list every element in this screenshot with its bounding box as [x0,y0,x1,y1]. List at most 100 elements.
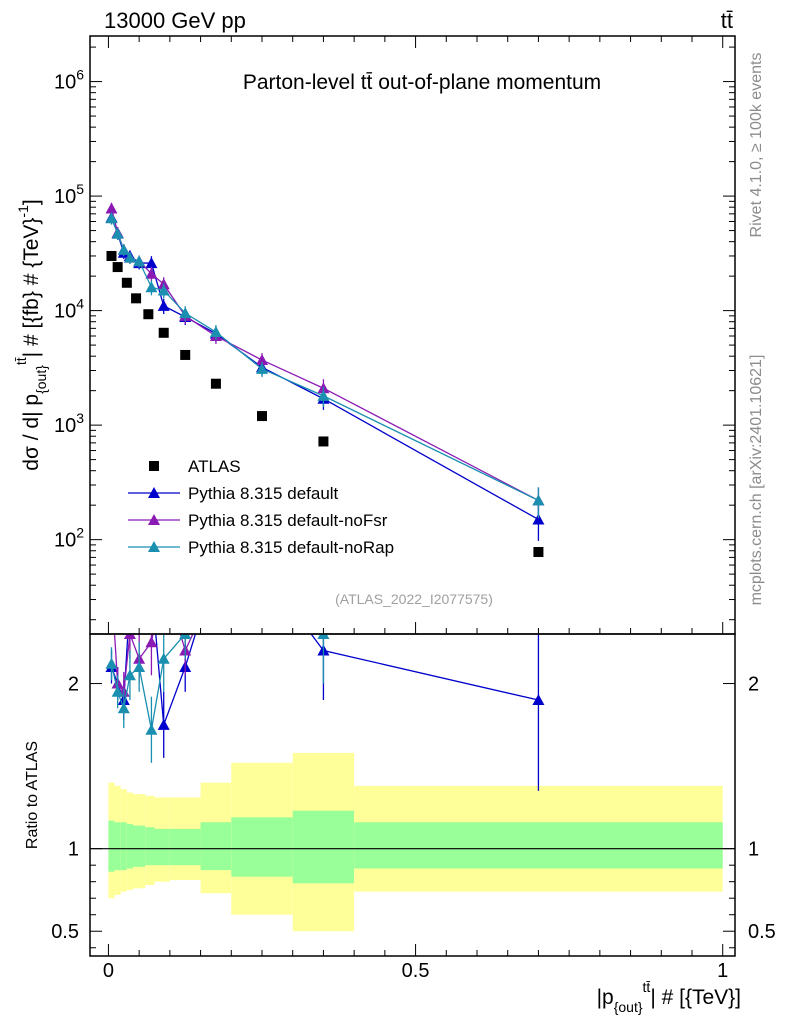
data-point [210,378,221,389]
series-line [110,217,539,521]
ratio-y-tick-label: 1 [68,839,79,861]
data-point [158,327,169,338]
y-tick-label: 102 [54,525,84,552]
legend-marker [148,541,160,552]
uncertainty-band-inner [169,828,201,866]
data-point [256,354,268,366]
ratio-point [106,578,118,589]
ratio-point [133,661,146,673]
data-point [532,494,545,506]
ratio-line [110,634,326,730]
uncertainty-band-inner [120,822,127,871]
y-tick-label: 104 [54,296,84,323]
plot-title: Parton-level tt̄ out-of-plane momentum [243,71,601,94]
uncertainty-band-inner [108,820,115,872]
ratio-y-tick-label-right: 1 [748,839,759,861]
legend-label: Pythia 8.315 default-noRap [188,538,394,557]
ratio-y-axis-label: Ratio to ATLAS [24,741,41,849]
ratio-point [256,578,268,589]
ratio-series-2 [105,578,330,763]
ratio-y-tick-label: 2 [68,674,79,696]
analysis-id: (ATLAS_2022_I2077575) [335,591,493,607]
y-tick-label: 105 [54,181,84,208]
ratio-point [157,718,170,730]
ratio-point [117,702,130,714]
mcplots-label: mcplots.cern.ch [arXiv:2401.10621] [748,355,765,606]
ratio-frame [89,633,736,957]
data-point [180,349,191,360]
ratio-point [123,669,136,681]
legend-marker [148,487,160,498]
data-point [111,227,124,239]
y-tick-label: 103 [54,410,84,437]
uncertainty-band-inner [292,810,355,884]
uncertainty-band-inner [114,822,121,871]
uncertainty-band-inner [133,825,146,867]
ratio-point [317,634,330,639]
ratio-point [111,685,124,697]
main-panel: Parton-level tt̄ out-of-plane momentum (… [13,35,736,635]
uncertainty-band-inner [200,822,232,871]
data-point [209,326,222,338]
data-point [145,281,158,293]
process-label: tt̄ [721,8,733,33]
ratio-point [157,652,170,664]
legend-label: Pythia 8.315 default [188,484,339,503]
data-point [112,262,123,273]
ratio-y-tick-label-right: 2 [748,674,759,696]
ratio-point [145,723,158,735]
legend-label: ATLAS [188,457,241,476]
x-tick-label: 1 [717,960,728,982]
data-point [131,293,142,304]
x-tick-label: 0 [103,960,114,982]
energy-label: 13000 GeV pp [104,8,246,33]
ratio-series-0 [105,562,545,791]
legend-marker [148,514,160,525]
data-point [105,202,118,214]
uncertainty-band-inner [354,822,723,869]
data-point [157,299,170,311]
data-point [105,212,118,224]
data-point [317,389,330,401]
data-point [179,307,192,319]
data-point [121,277,132,288]
uncertainty-band-inner [231,817,293,877]
legend-marker [149,461,159,471]
ratio-point [179,634,192,639]
data-point [145,267,158,279]
ratio-point [210,562,222,573]
data-point [157,284,170,296]
data-point [533,547,544,558]
main-frame [89,35,736,635]
ratio-point [210,578,222,589]
ratio-point [532,694,545,706]
legend-label: Pythia 8.315 default-noFsr [188,511,388,530]
uncertainty-band-inner [126,823,133,869]
legend: ATLAS Pythia 8.315 default Pythia 8.315 de… [128,457,394,557]
ratio-point [158,570,170,581]
uncertainty-band-inner [154,828,170,866]
data-point [117,243,130,255]
data-point [106,250,117,261]
ratio-point [133,595,145,606]
rivet-version-label: Rivet 4.1.0, ≥ 100k events [748,53,765,238]
x-axis-label: |p{out}tt̄| # [{TeV}] [597,979,741,1015]
data-point [532,513,545,525]
ratio-point [123,634,136,639]
y-axis-label: dσ / d| p{out}tt̄| # [{fb} # {TeV}-1] [13,199,49,470]
uncertainty-band-inner [145,827,155,866]
series-0 [106,250,544,558]
x-axis: 0 0.5 1 [103,36,728,982]
data-point [123,251,136,263]
ratio-point [124,595,136,606]
data-point [133,255,146,267]
ratio-panel: 0.5 0.5 1 1 2 2 Ratio to ATLAS [24,562,776,957]
ratio-y-tick-label-right: 0.5 [748,921,776,943]
data-point [318,436,329,447]
ratio-y-tick-label: 0.5 [51,921,79,943]
series-line [110,208,539,502]
data-point [257,411,267,422]
ratio-point [105,657,118,669]
ratio-point [256,562,268,573]
ratio-point [145,578,157,589]
